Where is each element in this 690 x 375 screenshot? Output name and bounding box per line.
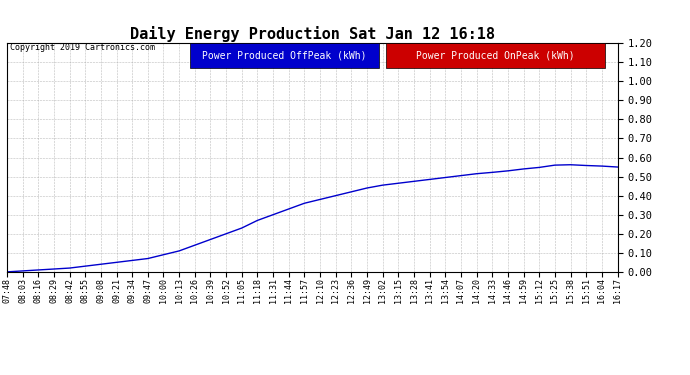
Text: Power Produced OffPeak (kWh): Power Produced OffPeak (kWh) [202,50,367,60]
Title: Daily Energy Production Sat Jan 12 16:18: Daily Energy Production Sat Jan 12 16:18 [130,26,495,42]
Text: Power Produced OnPeak (kWh): Power Produced OnPeak (kWh) [416,50,575,60]
Text: Copyright 2019 Cartronics.com: Copyright 2019 Cartronics.com [10,44,155,52]
